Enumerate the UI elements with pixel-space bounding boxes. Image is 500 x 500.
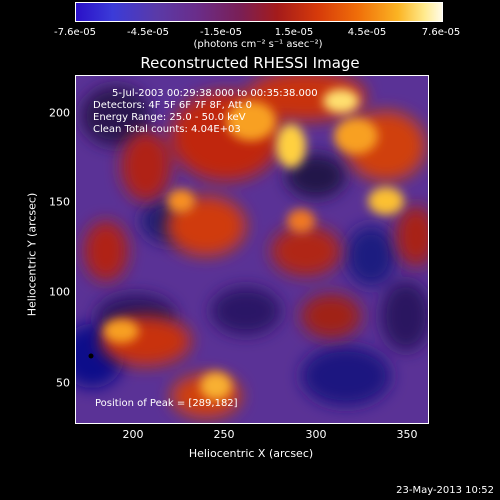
y-tick-label: 150 bbox=[49, 195, 70, 209]
y-tick-label: 200 bbox=[49, 106, 70, 120]
image-title: Reconstructed RHESSI Image bbox=[140, 54, 360, 72]
solar-image-panel bbox=[75, 75, 429, 424]
energy-annotation: Energy Range: 25.0 - 50.0 keV bbox=[93, 112, 246, 123]
x-axis-label: Heliocentric X (arcsec) bbox=[188, 447, 314, 460]
low-intensity-regions bbox=[76, 86, 428, 406]
colorbar-units: (photons cm⁻² s⁻¹ asec⁻²) bbox=[193, 39, 323, 50]
y-tick-label: 50 bbox=[56, 376, 70, 390]
time-range-annotation: 5-Jul-2003 00:29:38.000 to 00:35:38.000 bbox=[112, 88, 318, 99]
x-tick-label: 250 bbox=[213, 428, 235, 441]
colorbar-tick-label: 4.5e-05 bbox=[347, 27, 387, 38]
y-axis-label: Heliocentric Y (arcsec) bbox=[25, 192, 39, 317]
solar-image bbox=[76, 76, 428, 423]
x-tick-label: 200 bbox=[122, 428, 144, 441]
footer-date: 23-May-2013 10:52 bbox=[396, 485, 494, 496]
detectors-annotation: Detectors: 4F 5F 6F 7F 8F, Att 0 bbox=[93, 100, 253, 111]
y-tick-label: 100 bbox=[49, 285, 70, 299]
clean-annotation: Clean Total counts: 4.04E+03 bbox=[93, 124, 241, 135]
colorbar-tick-label: -4.5e-05 bbox=[127, 27, 169, 38]
peak-marker bbox=[88, 353, 94, 359]
colorbar-tick-label: 1.5e-05 bbox=[274, 27, 314, 38]
peak-position-annotation: Position of Peak = [289,182] bbox=[95, 398, 238, 409]
x-tick-label: 350 bbox=[396, 428, 418, 441]
colorbar-tick-label: -7.6e-05 bbox=[54, 27, 96, 38]
high-intensity-regions bbox=[103, 89, 404, 400]
colorbar bbox=[75, 2, 443, 22]
x-tick-label: 300 bbox=[305, 428, 327, 441]
colorbar-tick-label: -1.5e-05 bbox=[200, 27, 242, 38]
colorbar-tick-label: 7.6e-05 bbox=[421, 27, 461, 38]
